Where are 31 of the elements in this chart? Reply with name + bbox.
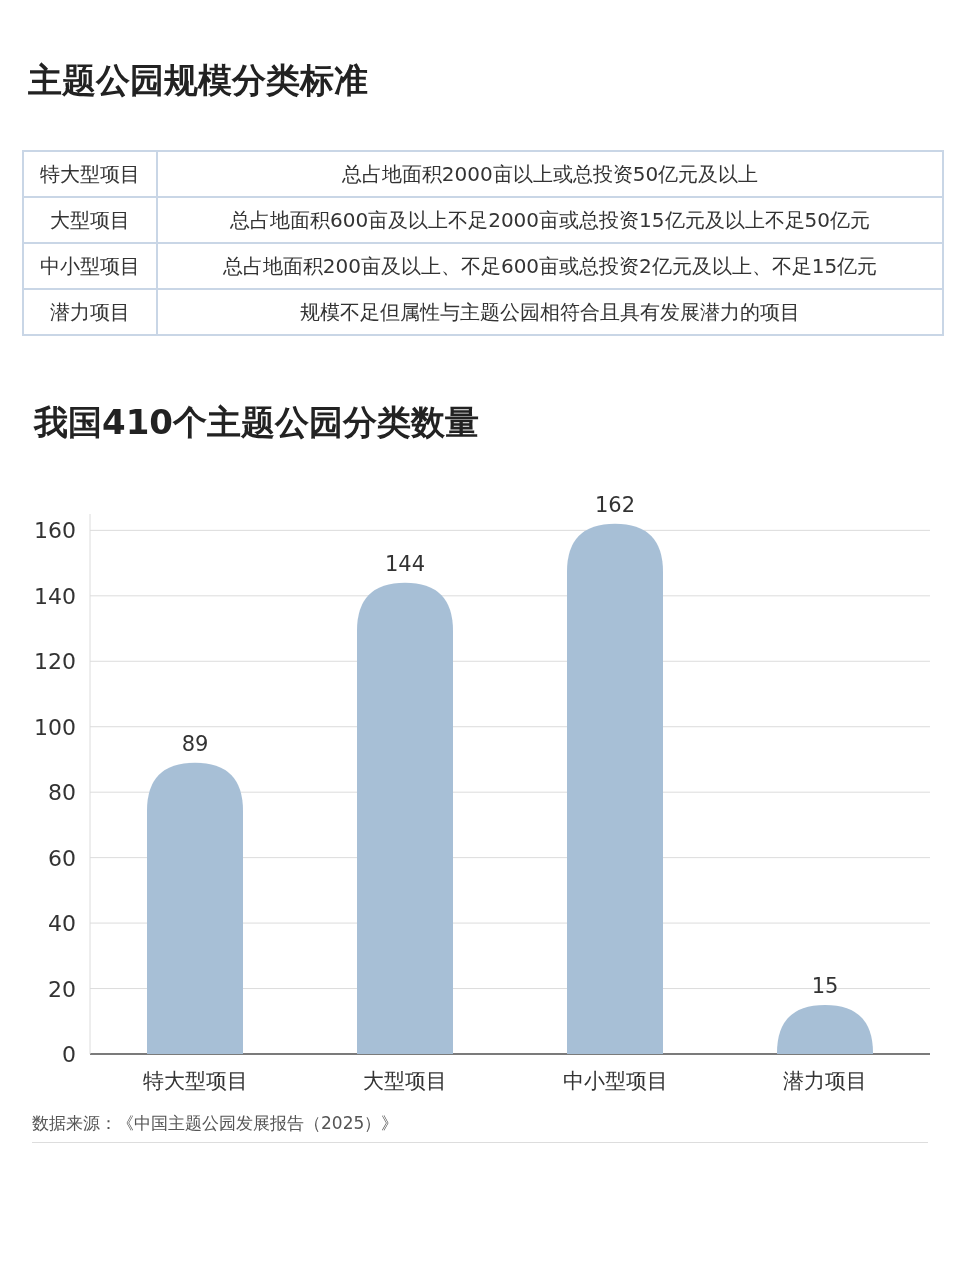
x-tick-label: 潜力项目 <box>783 1069 867 1093</box>
data-label: 144 <box>384 551 426 576</box>
x-tick-label: 大型项目 <box>363 1069 447 1093</box>
source-note: 数据来源：《中国主题公园发展报告（2025）》 <box>32 1112 399 1135</box>
text: 规模不足但属性与主题公园相符合且具有发展潜力的项目 <box>157 289 943 335</box>
text: 大型项目 <box>23 197 157 243</box>
data-label: 162 <box>594 492 636 517</box>
data-label: 89 <box>181 731 209 756</box>
text: 总占地面积200亩及以上、不足600亩或总投资2亿元及以上、不足15亿元 <box>157 243 943 289</box>
y-tick-label: 100 <box>34 714 76 740</box>
x-tick-label: 中小型项目 <box>562 1069 668 1093</box>
bar <box>147 762 243 1054</box>
text: 特大型项目 <box>23 151 157 197</box>
y-tick-label: 80 <box>48 780 76 806</box>
bar <box>567 523 663 1054</box>
text: 主题公园规模分类标准 <box>28 59 368 102</box>
text: 总占地面积600亩及以上不足2000亩或总投资15亿元及以上不足50亿元 <box>157 197 943 243</box>
y-tick-label: 140 <box>34 583 76 609</box>
text: 潜力项目 <box>23 289 157 335</box>
bar <box>357 582 453 1054</box>
chart-title: 我国410个主题公园分类数量 <box>34 401 479 444</box>
text: 总占地面积2000亩以上或总投资50亿元及以上 <box>157 151 943 197</box>
y-tick-label: 40 <box>48 911 76 937</box>
x-tick-label: 特大型项目 <box>142 1069 248 1093</box>
y-tick-label: 20 <box>48 976 76 1002</box>
y-tick-label: 60 <box>48 845 76 871</box>
y-tick-label: 160 <box>34 518 76 544</box>
data-label: 15 <box>811 973 839 998</box>
y-tick-label: 0 <box>62 1042 76 1067</box>
y-tick-label: 120 <box>34 649 76 675</box>
text: 中小型项目 <box>23 243 157 289</box>
